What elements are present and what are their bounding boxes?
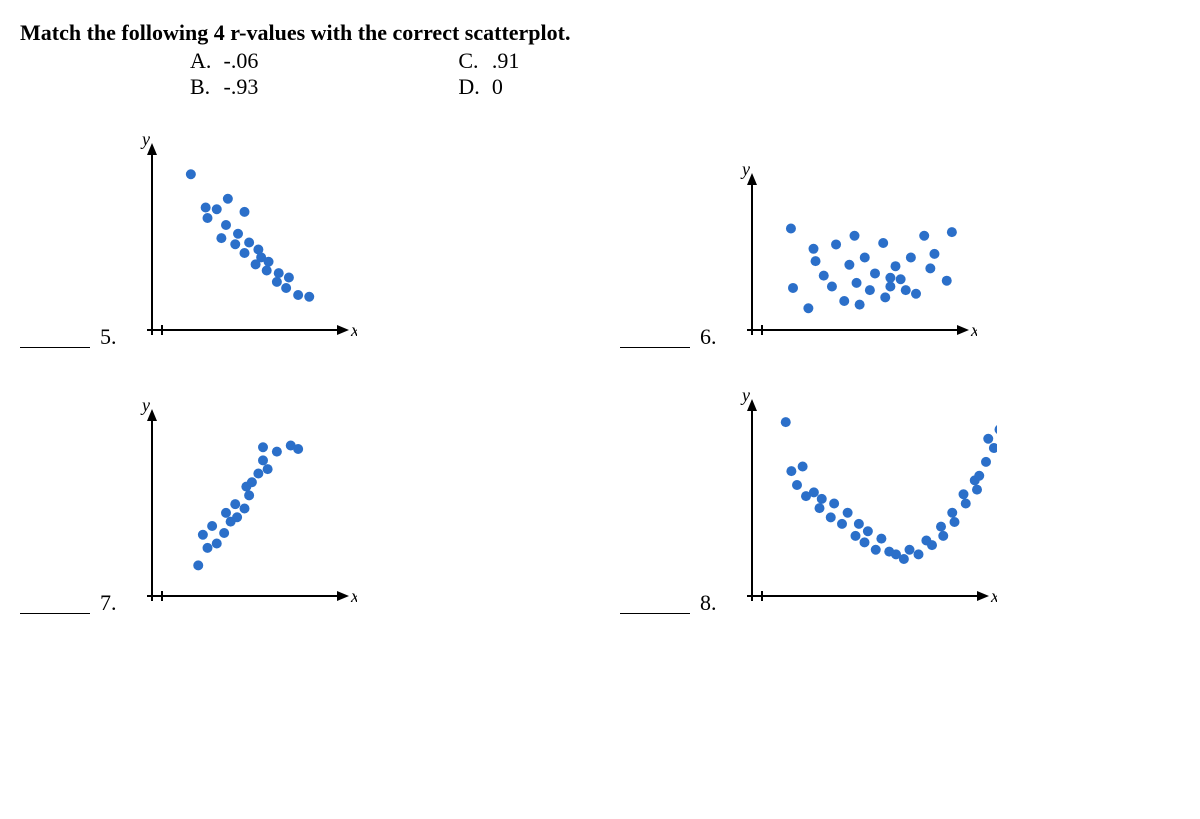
svg-text:x: x (350, 320, 357, 340)
svg-text:y: y (140, 130, 150, 149)
plot-cell-7: 7.yx (20, 386, 580, 622)
svg-text:x: x (990, 586, 997, 606)
option-letter: B. (190, 74, 218, 100)
option-letter: A. (190, 48, 218, 74)
scatterplot: yx (127, 396, 357, 622)
option-d: D. 0 (458, 74, 519, 100)
options-left: A. -.06 B. -.93 (190, 48, 258, 100)
answer-blank[interactable] (20, 587, 90, 614)
option-a: A. -.06 (190, 48, 258, 74)
plots-grid: 5.yx6.yx7.yx8.yx (20, 130, 1180, 622)
plot-cell-6: 6.yx (620, 130, 1180, 356)
plot-number: 6. (700, 324, 717, 350)
option-letter: D. (458, 74, 486, 100)
options-row: A. -.06 B. -.93 C. .91 D. 0 (190, 48, 1180, 100)
option-value: -.93 (224, 74, 259, 99)
option-value: 0 (492, 74, 503, 99)
instructions-text: Match the following 4 r-values with the … (20, 20, 1180, 46)
svg-text:x: x (970, 320, 977, 340)
plot-number: 5. (100, 324, 117, 350)
option-value: .91 (492, 48, 520, 73)
options-right: C. .91 D. 0 (458, 48, 519, 100)
option-c: C. .91 (458, 48, 519, 74)
scatterplot: yx (127, 130, 357, 356)
svg-text:y: y (740, 386, 750, 405)
scatterplot: yx (727, 386, 997, 622)
option-b: B. -.93 (190, 74, 258, 100)
answer-blank[interactable] (620, 321, 690, 348)
plot-number: 7. (100, 590, 117, 616)
answer-blank[interactable] (620, 587, 690, 614)
option-value: -.06 (224, 48, 259, 73)
svg-text:y: y (140, 396, 150, 415)
plot-cell-5: 5.yx (20, 130, 580, 356)
option-letter: C. (458, 48, 486, 74)
svg-text:y: y (740, 160, 750, 179)
plot-cell-8: 8.yx (620, 386, 1180, 622)
svg-text:x: x (350, 586, 357, 606)
plot-number: 8. (700, 590, 717, 616)
answer-blank[interactable] (20, 321, 90, 348)
scatterplot: yx (727, 160, 977, 356)
